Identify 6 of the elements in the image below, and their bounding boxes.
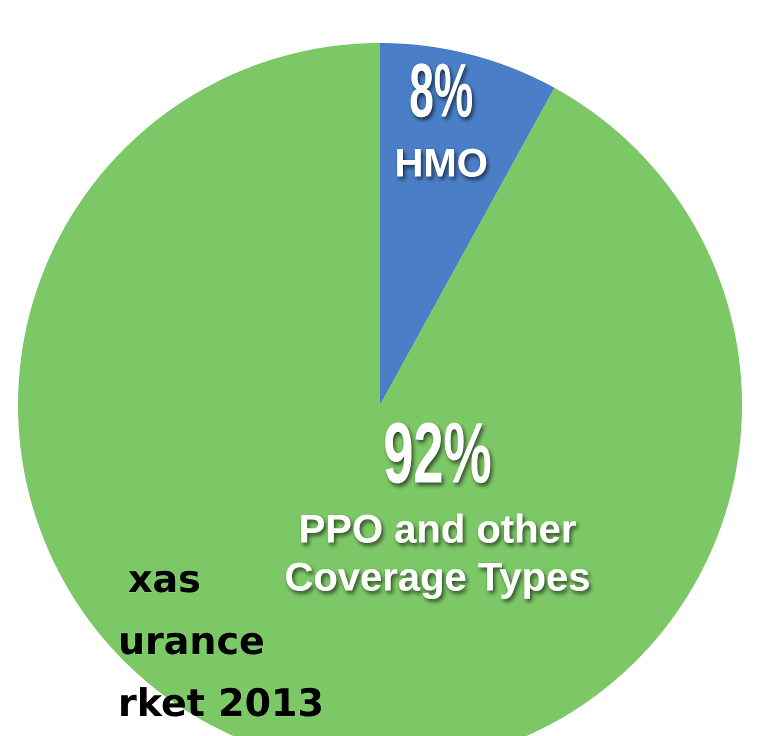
slice-label: HMO bbox=[394, 142, 488, 186]
text: xas bbox=[128, 557, 201, 601]
data-label: 8% bbox=[409, 48, 520, 134]
data-label: 92% bbox=[383, 406, 556, 502]
text: urance bbox=[118, 619, 265, 663]
slice-label: PPO and other Coverage Types bbox=[284, 508, 591, 600]
